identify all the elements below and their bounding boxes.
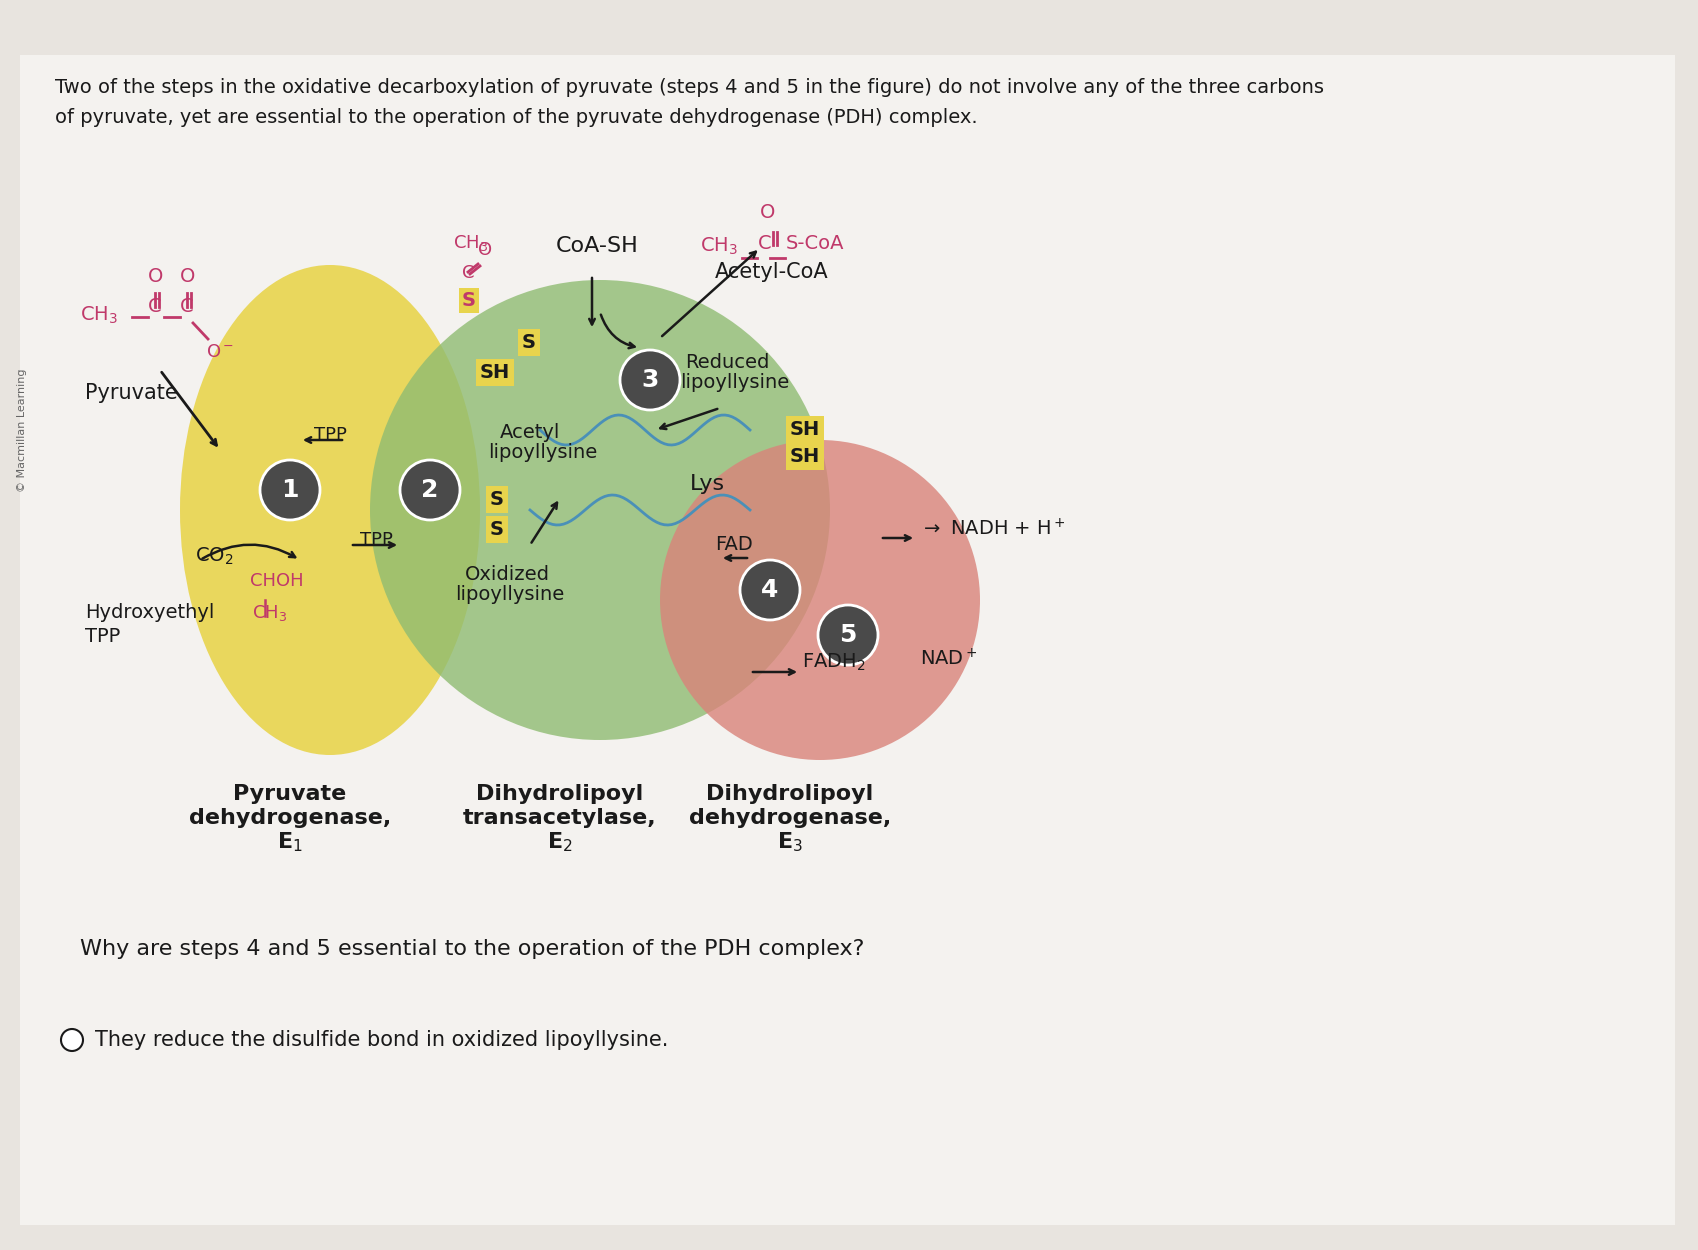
Text: CHOH: CHOH xyxy=(250,572,304,590)
Text: 2: 2 xyxy=(421,478,438,502)
Text: SH: SH xyxy=(481,362,509,382)
Text: They reduce the disulfide bond in oxidized lipoyllysine.: They reduce the disulfide bond in oxidiz… xyxy=(95,1030,667,1050)
Text: Lys: Lys xyxy=(689,474,725,494)
Text: S: S xyxy=(489,490,504,509)
Text: CH$_3$: CH$_3$ xyxy=(80,304,117,326)
Text: O: O xyxy=(180,268,195,286)
Text: TPP: TPP xyxy=(85,628,121,646)
Text: Dihydrolipoyl: Dihydrolipoyl xyxy=(475,784,644,804)
Text: C: C xyxy=(462,264,474,282)
Text: Pyruvate: Pyruvate xyxy=(85,382,178,402)
Text: Oxidized: Oxidized xyxy=(465,565,550,584)
Text: E$_3$: E$_3$ xyxy=(776,830,803,854)
Text: Why are steps 4 and 5 essential to the operation of the PDH complex?: Why are steps 4 and 5 essential to the o… xyxy=(80,939,864,959)
Text: lipoyllysine: lipoyllysine xyxy=(455,585,564,604)
Text: TPP: TPP xyxy=(314,426,346,444)
Text: dehydrogenase,: dehydrogenase, xyxy=(188,808,391,828)
Text: lipoyllysine: lipoyllysine xyxy=(487,442,598,462)
Text: FAD: FAD xyxy=(715,535,752,554)
Text: $\rightarrow$ NADH + H$^+$: $\rightarrow$ NADH + H$^+$ xyxy=(919,518,1065,539)
Text: C: C xyxy=(180,298,194,316)
FancyBboxPatch shape xyxy=(20,55,1674,1225)
Text: O: O xyxy=(477,241,492,259)
Text: E$_1$: E$_1$ xyxy=(277,830,302,854)
Text: TPP: TPP xyxy=(360,531,392,549)
Text: CH$_3$: CH$_3$ xyxy=(453,232,487,253)
Text: E$_2$: E$_2$ xyxy=(547,830,572,854)
Text: S-CoA: S-CoA xyxy=(786,234,844,253)
Text: Acetyl: Acetyl xyxy=(499,422,560,442)
Circle shape xyxy=(620,350,679,410)
Text: CO$_2$: CO$_2$ xyxy=(195,546,233,568)
Text: FADH$_2$: FADH$_2$ xyxy=(801,652,866,674)
Text: O: O xyxy=(761,202,776,222)
Text: 1: 1 xyxy=(282,478,299,502)
Text: S: S xyxy=(489,520,504,539)
Text: NAD$^+$: NAD$^+$ xyxy=(919,648,978,669)
Circle shape xyxy=(260,460,319,520)
Circle shape xyxy=(817,605,878,665)
Text: C: C xyxy=(148,298,161,316)
Circle shape xyxy=(61,1029,83,1051)
Text: of pyruvate, yet are essential to the operation of the pyruvate dehydrogenase (P: of pyruvate, yet are essential to the op… xyxy=(54,107,976,127)
Text: SH: SH xyxy=(790,448,820,466)
Text: dehydrogenase,: dehydrogenase, xyxy=(688,808,890,828)
Text: Reduced: Reduced xyxy=(684,352,769,372)
Text: 3: 3 xyxy=(640,368,659,392)
Text: C: C xyxy=(757,234,771,253)
Text: CH$_3$: CH$_3$ xyxy=(251,602,287,622)
Text: 5: 5 xyxy=(839,622,856,648)
Ellipse shape xyxy=(180,265,481,755)
Text: Acetyl-CoA: Acetyl-CoA xyxy=(715,262,829,282)
Ellipse shape xyxy=(659,440,980,760)
Text: 4: 4 xyxy=(761,578,778,602)
Text: Hydroxyethyl: Hydroxyethyl xyxy=(85,602,214,622)
Text: Dihydrolipoyl: Dihydrolipoyl xyxy=(706,784,873,804)
Text: Two of the steps in the oxidative decarboxylation of pyruvate (steps 4 and 5 in : Two of the steps in the oxidative decarb… xyxy=(54,78,1323,98)
Text: S: S xyxy=(462,291,475,310)
Text: O: O xyxy=(148,268,163,286)
Text: O$^-$: O$^-$ xyxy=(205,342,234,361)
Text: CoA-SH: CoA-SH xyxy=(555,236,638,256)
Text: © Macmillan Learning: © Macmillan Learning xyxy=(17,369,27,491)
Text: lipoyllysine: lipoyllysine xyxy=(679,372,790,392)
Text: S: S xyxy=(521,332,535,352)
Text: transacetylase,: transacetylase, xyxy=(464,808,657,828)
Ellipse shape xyxy=(370,280,830,740)
Text: CH$_3$: CH$_3$ xyxy=(700,236,737,258)
Circle shape xyxy=(399,460,460,520)
Circle shape xyxy=(740,560,800,620)
Text: SH: SH xyxy=(790,420,820,439)
Text: Pyruvate: Pyruvate xyxy=(233,784,346,804)
